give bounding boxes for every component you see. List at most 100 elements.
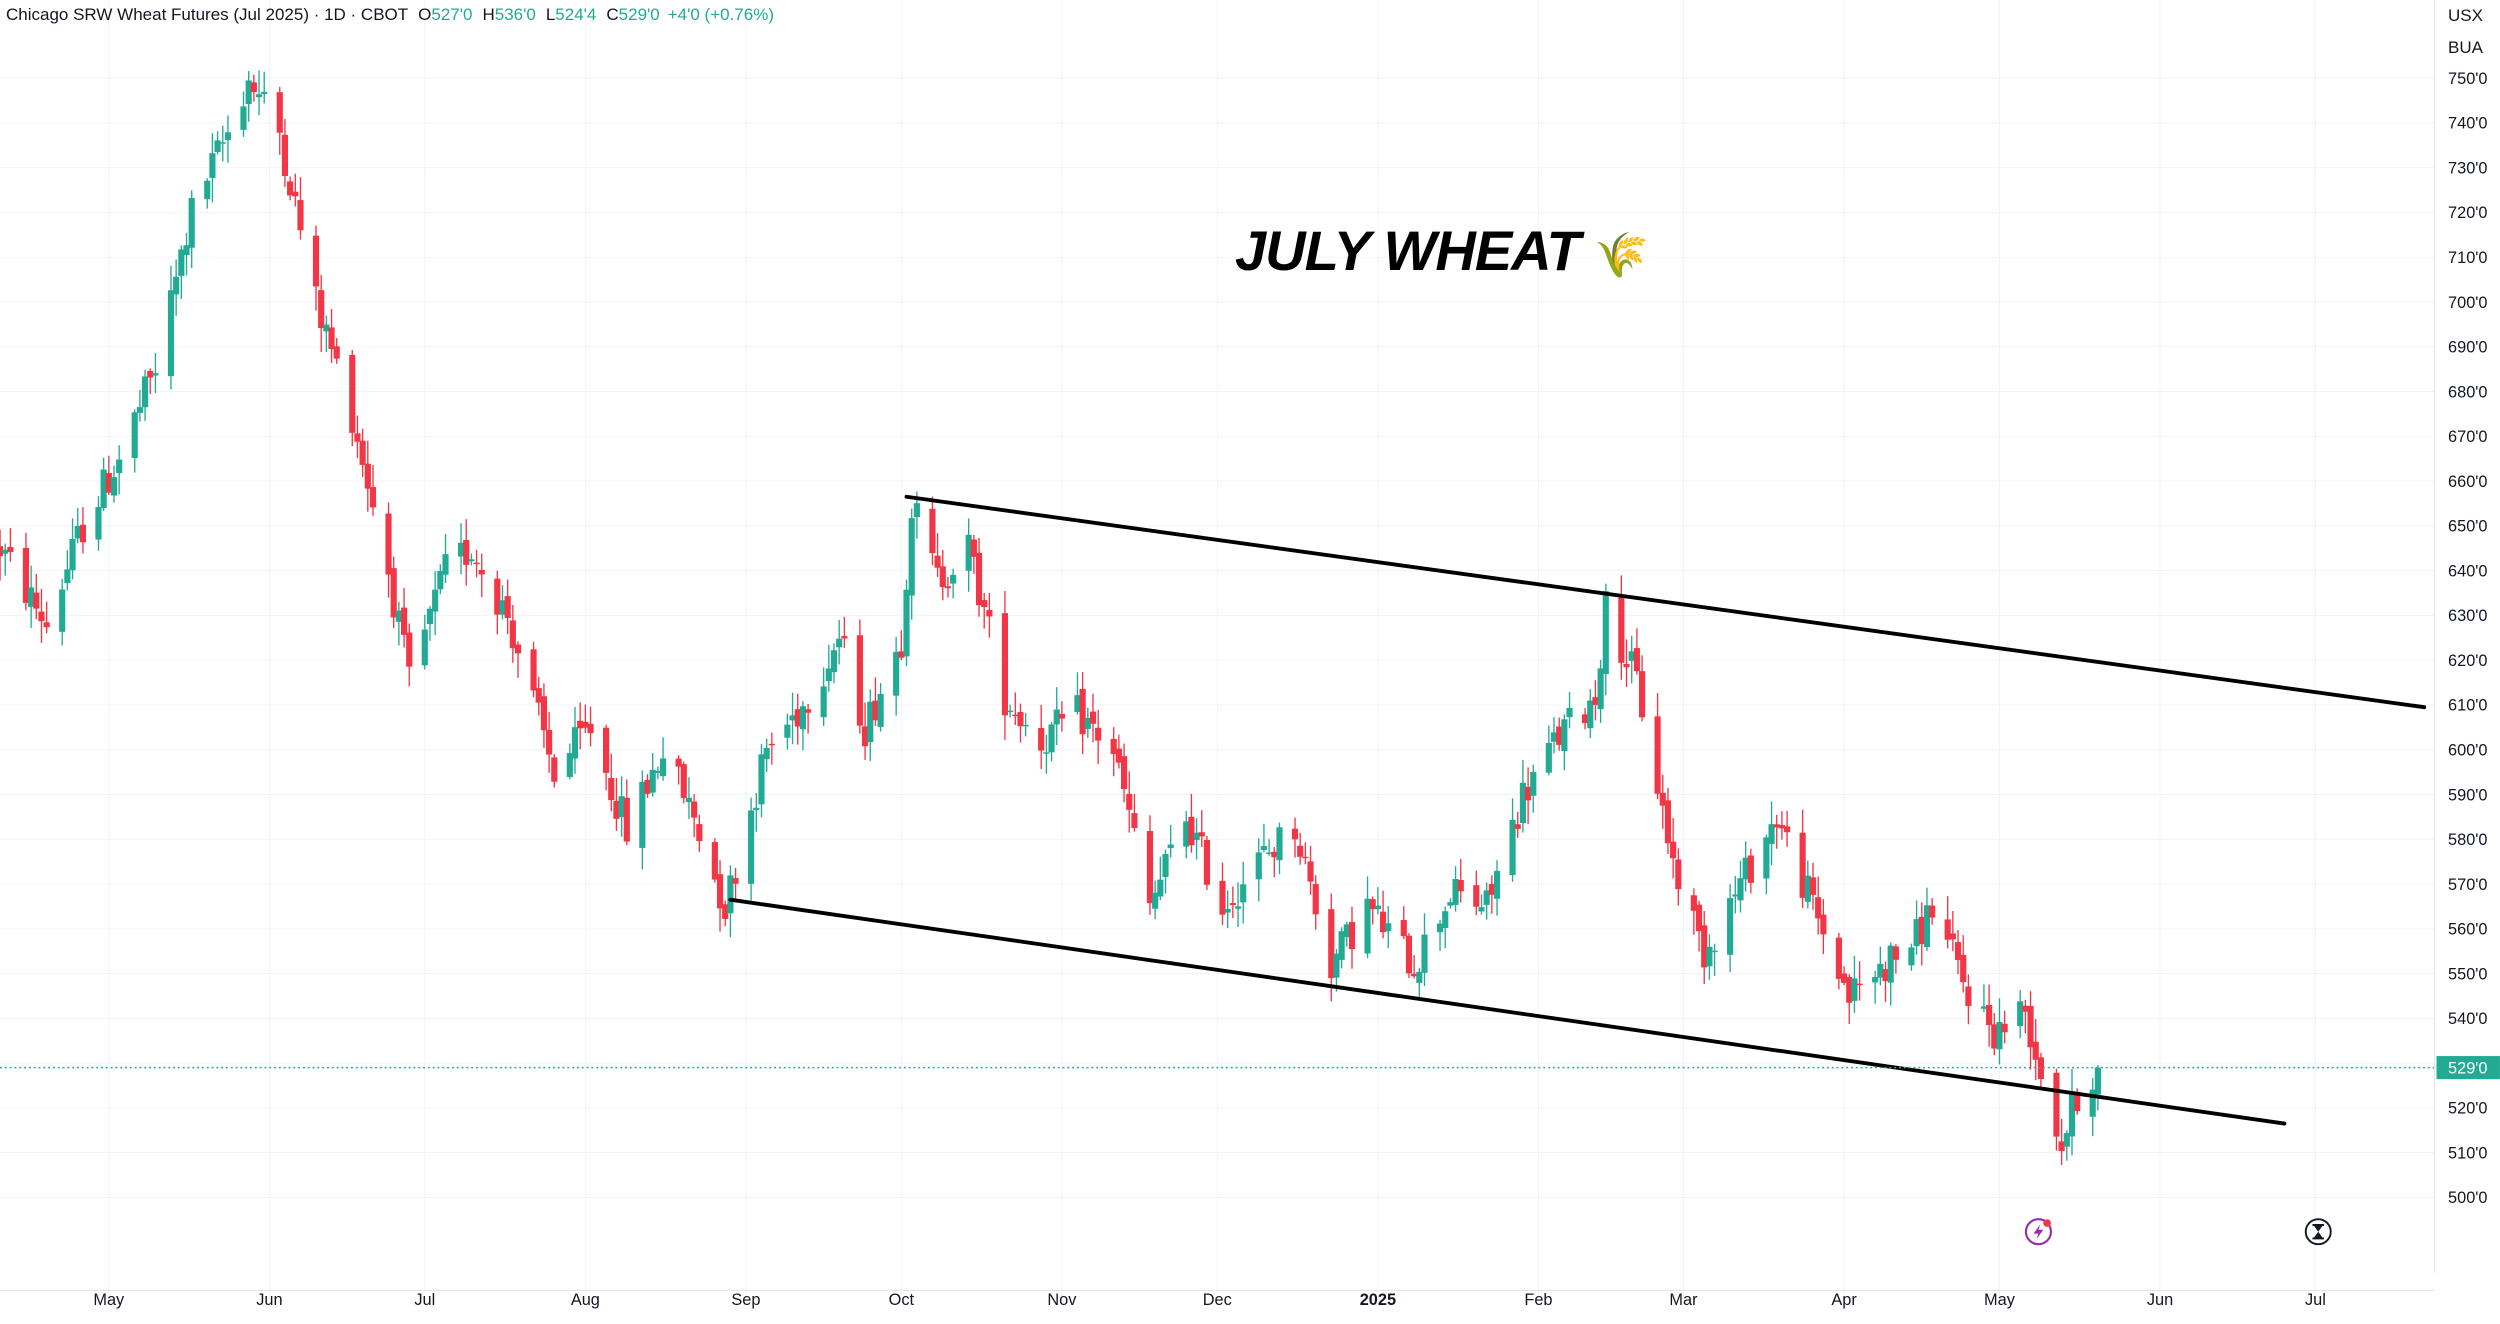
x-tick-label[interactable]: Dec: [1203, 1291, 1232, 1309]
y-tick-label[interactable]: 700'0: [2448, 294, 2487, 312]
unit-label[interactable]: BUA: [2448, 38, 2483, 57]
x-tick-label[interactable]: Mar: [1669, 1291, 1698, 1309]
candle-body: [893, 651, 900, 696]
candle-body: [1597, 668, 1604, 710]
candle-body: [1908, 947, 1915, 966]
y-axis-ticks[interactable]: 500'0510'0520'0530'0540'0550'0560'0570'0…: [2448, 70, 2487, 1207]
x-tick-label[interactable]: Oct: [889, 1291, 915, 1309]
candle-body: [1058, 713, 1065, 719]
candle-body: [1582, 714, 1589, 724]
x-tick-label[interactable]: Jun: [2147, 1291, 2173, 1309]
y-tick-label[interactable]: 540'0: [2448, 1010, 2487, 1028]
candle-body: [1561, 719, 1568, 752]
candle-body: [872, 700, 879, 721]
x-tick-label[interactable]: Sep: [731, 1291, 760, 1309]
y-tick-label[interactable]: 510'0: [2448, 1144, 2487, 1162]
y-tick-label[interactable]: 550'0: [2448, 965, 2487, 983]
candle-body: [1592, 697, 1599, 705]
axes: [0, 0, 2436, 1291]
lower-channel-line[interactable]: [728, 897, 2287, 1126]
candle-body: [1768, 824, 1775, 844]
candle-body: [1727, 898, 1734, 955]
y-tick-label[interactable]: 610'0: [2448, 697, 2487, 715]
candle-body: [240, 106, 247, 130]
x-tick-label[interactable]: May: [93, 1291, 125, 1309]
candle-body: [675, 758, 682, 767]
candle-body: [1266, 852, 1273, 854]
candle-body: [1493, 870, 1501, 899]
upper-channel-line[interactable]: [904, 494, 2427, 710]
legend-header: Chicago SRW Wheat Futures (Jul 2025) · 1…: [6, 4, 774, 26]
x-tick-label[interactable]: Feb: [1524, 1291, 1552, 1309]
candle-body: [566, 753, 573, 777]
x-tick-label[interactable]: 2025: [1360, 1291, 1396, 1309]
candle-body: [691, 801, 698, 818]
y-tick-label[interactable]: 650'0: [2448, 518, 2487, 536]
candle-body: [939, 566, 946, 588]
y-tick-label[interactable]: 640'0: [2448, 562, 2487, 580]
y-tick-label[interactable]: 720'0: [2448, 204, 2487, 222]
x-tick-label[interactable]: Jul: [2305, 1291, 2326, 1309]
y-tick-label[interactable]: 710'0: [2448, 249, 2487, 267]
y-tick-label[interactable]: 500'0: [2448, 1189, 2487, 1207]
close-label: C: [606, 5, 619, 24]
candle-body: [644, 779, 651, 794]
y-tick-label[interactable]: 560'0: [2448, 921, 2487, 939]
bolt-icon[interactable]: [2024, 1218, 2052, 1246]
x-tick-label[interactable]: Jun: [256, 1291, 282, 1309]
hourglass-icon[interactable]: [2304, 1218, 2332, 1246]
y-tick-label[interactable]: 680'0: [2448, 383, 2487, 401]
candle-body: [903, 589, 910, 657]
candle-body: [59, 589, 66, 632]
x-axis-ticks[interactable]: May Jun Jul Aug Sep Oct Nov Dec 2025 Feb Mar Apr May…: [93, 1291, 2325, 1309]
candle-body: [1229, 903, 1236, 906]
candle-body: [789, 715, 796, 721]
candle-body: [406, 632, 413, 667]
candle-body: [1095, 727, 1102, 741]
y-tick-label[interactable]: 730'0: [2448, 159, 2487, 177]
candle-body: [255, 94, 263, 98]
candle-body: [1302, 856, 1309, 859]
y-tick-label[interactable]: 620'0: [2448, 652, 2487, 670]
candle-body: [1483, 890, 1490, 905]
candle-body: [929, 508, 936, 554]
candle-body: [1001, 613, 1009, 716]
y-tick-label[interactable]: 740'0: [2448, 115, 2487, 133]
x-tick-label[interactable]: May: [1984, 1291, 2016, 1309]
instrument-name[interactable]: Chicago SRW Wheat Futures (Jul 2025) · 1…: [6, 5, 409, 24]
candle-body: [1525, 786, 1532, 801]
candle-body: [1675, 859, 1682, 890]
candle-body: [1411, 973, 1418, 977]
candle-body: [1167, 844, 1174, 849]
candle-body: [43, 622, 50, 628]
candle-body: [116, 459, 123, 474]
candle-body: [856, 635, 863, 726]
y-tick-label[interactable]: 660'0: [2448, 473, 2487, 491]
candle-body: [1711, 950, 1718, 953]
candle-body: [1276, 827, 1283, 861]
y-tick-label[interactable]: 580'0: [2448, 831, 2487, 849]
candle-body: [1240, 884, 1247, 903]
x-tick-label[interactable]: Jul: [414, 1291, 435, 1309]
y-tick-label[interactable]: 750'0: [2448, 70, 2487, 88]
candle-body: [323, 324, 330, 332]
candle-body: [1918, 916, 1925, 945]
candle-body: [1773, 824, 1780, 828]
candle-body: [1799, 832, 1806, 898]
candle-body: [1887, 945, 1894, 983]
y-tick-label[interactable]: 520'0: [2448, 1100, 2487, 1118]
y-tick-label[interactable]: 690'0: [2448, 339, 2487, 357]
y-tick-label[interactable]: 600'0: [2448, 741, 2487, 759]
currency-label[interactable]: USX: [2448, 6, 2483, 25]
candle-body: [1809, 877, 1817, 895]
x-tick-label[interactable]: Apr: [1831, 1291, 1857, 1309]
y-tick-label[interactable]: 590'0: [2448, 786, 2487, 804]
y-tick-label[interactable]: 630'0: [2448, 607, 2487, 625]
x-tick-label[interactable]: Aug: [571, 1291, 600, 1309]
y-tick-label[interactable]: 670'0: [2448, 428, 2487, 446]
candle-body: [318, 290, 325, 329]
y-tick-label[interactable]: 570'0: [2448, 876, 2487, 894]
x-tick-label[interactable]: Nov: [1047, 1291, 1077, 1309]
candle-body: [608, 778, 615, 801]
